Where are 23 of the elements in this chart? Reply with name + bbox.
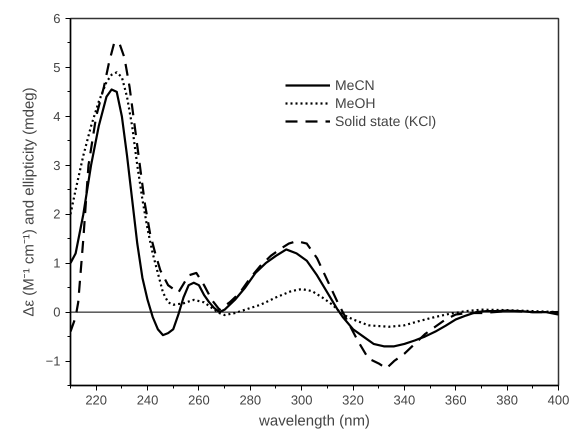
- x-tick-label: 360: [444, 392, 467, 408]
- x-tick-label: 280: [239, 392, 262, 408]
- y-tick-label: 3: [53, 158, 61, 173]
- y-tick-label: 4: [53, 108, 61, 124]
- legend-label: Solid state (KCl): [335, 112, 436, 130]
- y-tick-label: 6: [53, 11, 61, 26]
- y-tick-label: 1: [53, 256, 61, 271]
- x-tick-label: 340: [394, 392, 416, 408]
- x-tick-label: 400: [548, 392, 570, 408]
- y-tick-label: 0: [53, 304, 61, 320]
- x-tick-label: 260: [188, 392, 210, 408]
- legend-label: MeCN: [335, 76, 375, 94]
- x-tick-label: 380: [496, 392, 518, 408]
- x-tick-label: 220: [85, 392, 108, 408]
- y-axis-title: Δε (M⁻¹ cm⁻¹) and ellipticity (mdeg): [20, 87, 38, 317]
- x-tick-label: 320: [342, 392, 364, 408]
- y-tick-label: −1: [46, 354, 61, 369]
- x-axis-title: wavelength (nm): [258, 412, 370, 430]
- y-tick-label: 2: [53, 206, 61, 222]
- x-tick-label: 240: [136, 392, 158, 408]
- y-tick-label: 5: [53, 60, 61, 75]
- x-tick-label: 300: [290, 392, 313, 408]
- legend-label: MeOH: [335, 94, 376, 112]
